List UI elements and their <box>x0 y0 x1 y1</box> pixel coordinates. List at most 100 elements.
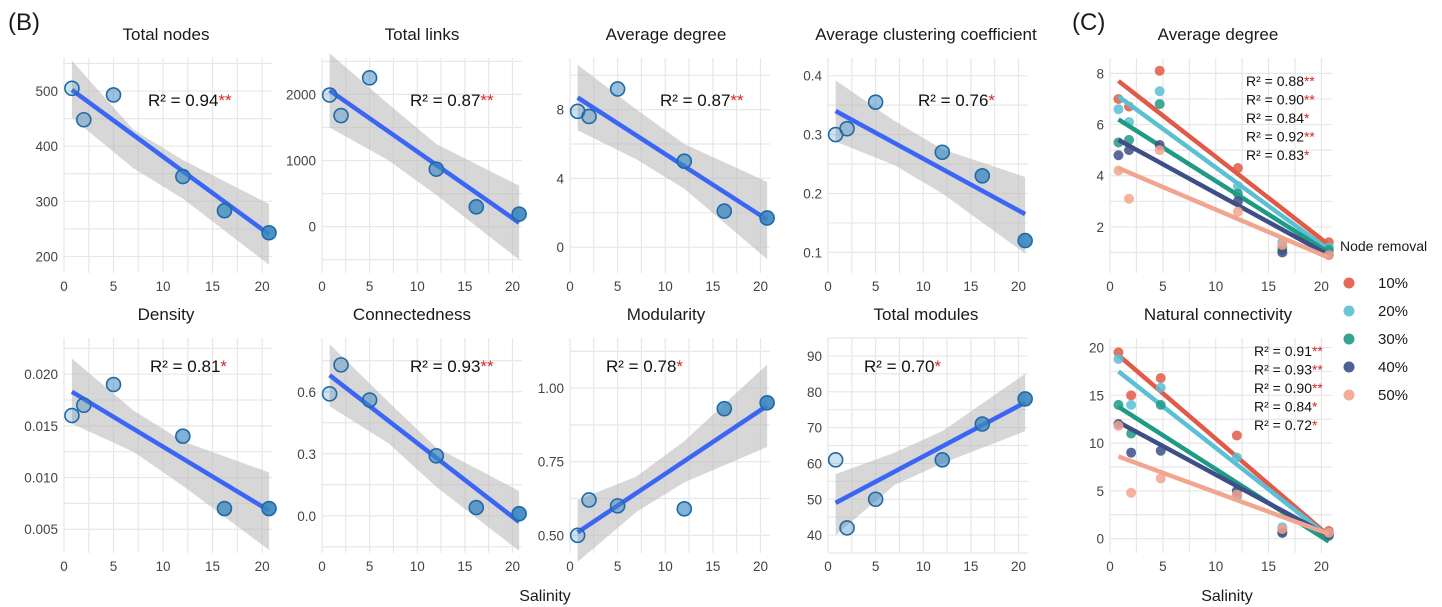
x-tick-label: 5 <box>366 559 374 574</box>
data-point <box>361 392 378 408</box>
data-point <box>1017 391 1033 407</box>
y-tick-label: 0.4 <box>803 69 822 84</box>
x-tick-label: 5 <box>366 279 374 294</box>
data-point <box>1113 420 1124 431</box>
x-tick-label: 20 <box>505 279 520 294</box>
data-point <box>428 161 445 177</box>
r2-annotation: R² = 0.81* <box>150 357 227 376</box>
chart-title: Average degree <box>606 25 727 44</box>
y-tick-label: 0.2 <box>803 186 822 201</box>
chart-title: Total nodes <box>123 25 210 44</box>
fit-line <box>834 109 1027 217</box>
y-tick-label: 0 <box>308 220 316 235</box>
data-point <box>581 492 597 508</box>
x-tick-label: 15 <box>963 279 978 294</box>
x-axis-label-b: Salinity <box>519 588 571 605</box>
x-tick-label: 15 <box>205 279 220 294</box>
y-tick-label: 70 <box>807 421 822 436</box>
legend-swatch <box>1343 277 1355 289</box>
chart-title: Total links <box>385 25 460 44</box>
chart-panel-6: Connectedness 0 5 10 15 20 0.0 0.3 0.6 R² = 0.93*… <box>297 305 527 574</box>
x-tick-label: 10 <box>156 559 171 574</box>
legend-label: 50% <box>1378 387 1408 404</box>
x-tick-label: 20 <box>255 559 270 574</box>
chart-title: Density <box>138 305 195 324</box>
x-tick-label: 0 <box>318 279 326 294</box>
confidence-band <box>71 358 270 550</box>
x-tick-label: 20 <box>1011 279 1026 294</box>
x-tick-label: 20 <box>753 559 768 574</box>
data-point <box>867 94 884 110</box>
legend-label: 10% <box>1378 275 1408 292</box>
fit-line <box>1117 369 1331 539</box>
fit-line <box>70 88 271 237</box>
data-point <box>64 80 80 97</box>
r2-annotation: R² = 0.93** <box>1254 362 1323 378</box>
r2-annotation: R² = 0.90** <box>1246 92 1315 108</box>
data-point <box>1277 524 1288 535</box>
x-tick-label: 0 <box>566 559 574 574</box>
y-tick-label: 10 <box>1089 436 1104 451</box>
chart-panel-9: Average degree 0 5 10 15 20 2 4 6 8 R² = 0.88** R² … <box>1096 25 1334 294</box>
r2-annotation: R² = 0.91** <box>1254 343 1323 359</box>
data-point <box>1155 382 1166 393</box>
x-tick-label: 10 <box>916 279 931 294</box>
data-point <box>1232 206 1243 217</box>
chart-title: Total modules <box>874 305 979 324</box>
r2-annotation: R² = 0.84* <box>1246 110 1310 126</box>
x-tick-label: 10 <box>1208 559 1223 574</box>
x-tick-label: 20 <box>1011 559 1026 574</box>
r2-annotation: R² = 0.83* <box>1246 147 1310 163</box>
y-tick-label: 0.50 <box>538 528 564 543</box>
fit-line <box>328 88 521 225</box>
y-tick-label: 0.3 <box>803 128 822 143</box>
r2-annotation: R² = 0.88** <box>1246 73 1315 89</box>
x-tick-label: 5 <box>614 279 622 294</box>
y-tick-label: 40 <box>807 528 822 543</box>
x-tick-label: 20 <box>505 559 520 574</box>
legend-swatch <box>1343 389 1355 401</box>
legend-label: 20% <box>1378 303 1408 320</box>
data-point <box>1113 150 1124 161</box>
data-point <box>333 357 349 373</box>
data-point <box>934 144 951 161</box>
x-tick-label: 15 <box>705 279 720 294</box>
legend-swatch <box>1343 333 1355 345</box>
y-tick-label: 500 <box>35 84 58 99</box>
data-point <box>216 500 233 517</box>
data-point <box>1154 86 1165 97</box>
chart-title: Connectedness <box>353 305 471 324</box>
x-tick-label: 15 <box>1261 559 1276 574</box>
data-point <box>468 199 485 215</box>
y-tick-label: 0.3 <box>297 447 316 462</box>
r2-annotation: R² = 0.87** <box>410 91 494 110</box>
chart-panel-1: Total nodes 0 5 10 15 20 200 300 400 500 R² = 0.94… <box>35 25 277 294</box>
data-point <box>609 81 626 97</box>
legend-label: 30% <box>1378 331 1408 348</box>
legend-swatch <box>1343 305 1355 317</box>
x-tick-label: 0 <box>1106 559 1114 574</box>
x-axis-label-c: Salinity <box>1201 588 1253 605</box>
x-tick-label: 20 <box>1314 559 1329 574</box>
data-point <box>175 168 191 185</box>
y-tick-label: 8 <box>556 103 564 118</box>
data-point <box>1113 354 1124 365</box>
chart-panel-2: Total links 0 5 10 15 20 0 1000 2000 R² = 0.87** <box>286 25 527 294</box>
x-tick-label: 0 <box>1106 279 1114 294</box>
fit-line <box>576 95 769 222</box>
x-tick-label: 0 <box>824 559 832 574</box>
y-tick-label: 80 <box>807 385 822 400</box>
r2-annotation: R² = 0.90** <box>1254 380 1323 396</box>
legend-title: Node removal <box>1340 238 1427 254</box>
fit-line <box>1117 137 1330 258</box>
data-point <box>428 448 445 464</box>
data-point <box>76 111 92 128</box>
x-tick-label: 20 <box>255 279 270 294</box>
chart-panel-10: Natural connectivity 0 5 10 15 20 0 5 10 15 20 R² =… <box>1089 305 1334 574</box>
chart-panel-3: Average degree 0 5 10 15 20 0 4 8 R² = 0.87** <box>556 25 775 294</box>
y-tick-label: 15 <box>1089 388 1104 403</box>
y-tick-label: 0.010 <box>24 471 58 486</box>
y-tick-label: 50 <box>807 492 822 507</box>
